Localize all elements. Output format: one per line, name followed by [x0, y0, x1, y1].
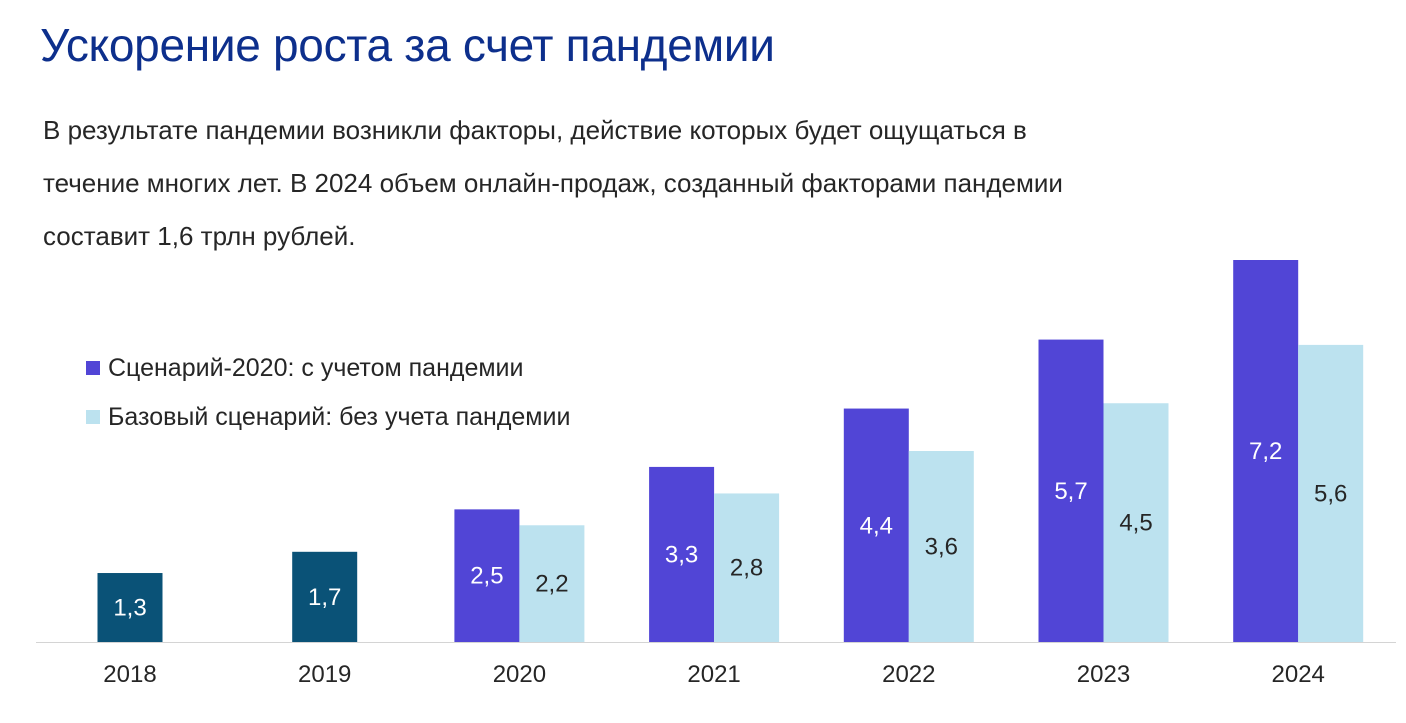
- bar-base-2024: [1298, 344, 1364, 642]
- legend-item-pandemic: Сценарий-2020: с учетом пандемии: [86, 353, 570, 382]
- bar-base-2020-label: 2,2: [535, 571, 568, 598]
- bar-base-2021: [714, 493, 780, 642]
- lead-text: В результате пандемии возникли факторы, …: [43, 104, 1243, 263]
- bar-pandemic-2022: [843, 408, 909, 642]
- lead-line: составит 1,6 трлн рублей.: [43, 221, 356, 251]
- legend-label-base: Базовый сценарий: без учета пандемии: [108, 402, 571, 431]
- bar-pandemic-2020-label: 2,5: [470, 563, 503, 590]
- bar-historical-2019: [292, 551, 358, 642]
- bar-pandemic-2022-label: 4,4: [860, 512, 893, 539]
- bar-pandemic-2020: [454, 509, 520, 642]
- legend-label-pandemic: Сценарий-2020: с учетом пандемии: [108, 353, 524, 382]
- bar-base-2021-label: 2,8: [730, 555, 763, 582]
- bar-historical-2019-label: 1,7: [308, 584, 341, 611]
- x-tick-2018: 2018: [103, 661, 156, 688]
- bar-pandemic-2023: [1038, 339, 1104, 642]
- x-tick-2019: 2019: [298, 661, 351, 688]
- legend-swatch-pandemic: [86, 361, 100, 375]
- bar-pandemic-2021: [649, 466, 715, 642]
- x-tick-2023: 2023: [1077, 661, 1130, 688]
- bar-base-2022: [908, 451, 974, 642]
- page-title: Ускорение роста за счет пандемии: [40, 19, 775, 71]
- legend-item-base: Базовый сценарий: без учета пандемии: [86, 402, 571, 431]
- chart-legend: Сценарий-2020: с учетом пандемии Базовый…: [86, 353, 571, 453]
- bar-base-2024-label: 5,6: [1314, 480, 1347, 507]
- x-tick-2022: 2022: [882, 661, 935, 688]
- bar-base-2023: [1103, 403, 1169, 642]
- x-tick-2021: 2021: [687, 661, 740, 688]
- legend-swatch-base: [86, 410, 100, 424]
- bar-base-2023-label: 4,5: [1119, 510, 1152, 537]
- x-tick-2024: 2024: [1272, 661, 1325, 688]
- bar-pandemic-2023-label: 5,7: [1054, 478, 1087, 505]
- bar-pandemic-2021-label: 3,3: [665, 541, 698, 568]
- bar-pandemic-2024: [1233, 260, 1299, 642]
- x-tick-2020: 2020: [493, 661, 546, 688]
- bar-historical-2018-label: 1,3: [113, 595, 146, 622]
- bar-historical-2018: [97, 573, 163, 642]
- bar-base-2020: [519, 525, 585, 642]
- lead-line: течение многих лет. В 2024 объем онлайн-…: [43, 168, 1063, 198]
- lead-line: В результате пандемии возникли факторы, …: [43, 115, 1027, 145]
- bar-pandemic-2024-label: 7,2: [1249, 438, 1282, 465]
- bar-base-2022-label: 3,6: [925, 534, 958, 561]
